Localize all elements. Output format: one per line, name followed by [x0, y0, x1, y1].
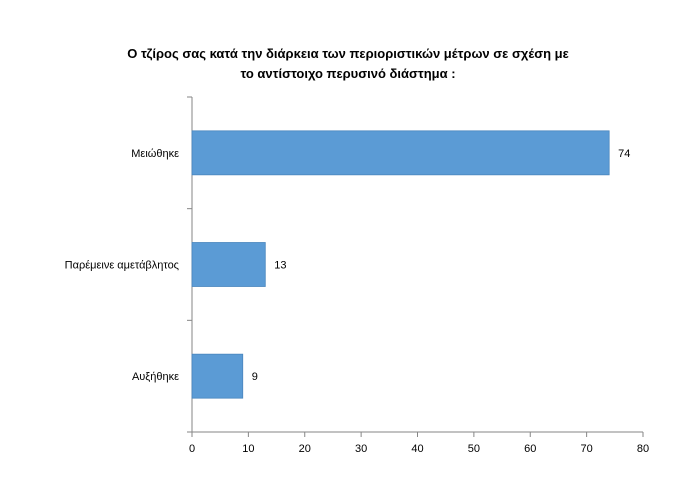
- chart-title-line-1: Ο τζίρος σας κατά την διάρκεια των περιο…: [127, 46, 569, 61]
- x-tick-label: 10: [242, 443, 254, 455]
- x-tick-label: 20: [299, 443, 311, 455]
- data-label: 9: [252, 371, 258, 383]
- chart-title: Ο τζίρος σας κατά την διάρκεια των περιο…: [60, 44, 636, 84]
- bar: [191, 130, 610, 176]
- bar: [191, 242, 266, 287]
- x-tick-label: 60: [524, 443, 536, 455]
- category-label: Μειώθηκε: [131, 148, 179, 160]
- category-label: Αυξήθηκε: [132, 371, 179, 383]
- x-tick-label: 70: [581, 443, 593, 455]
- x-tick-label: 0: [189, 443, 195, 455]
- x-tick-label: 80: [637, 443, 649, 455]
- chart-title-line-2: το αντίστοιχο περυσινό διάστημα :: [240, 66, 456, 81]
- data-label: 74: [618, 148, 630, 160]
- category-label: Παρέμεινε αμετάβλητος: [65, 260, 179, 272]
- x-tick-label: 30: [355, 443, 367, 455]
- data-label: 13: [274, 260, 286, 272]
- x-tick-label: 40: [411, 443, 423, 455]
- bar: [191, 353, 244, 399]
- x-tick-label: 50: [468, 443, 480, 455]
